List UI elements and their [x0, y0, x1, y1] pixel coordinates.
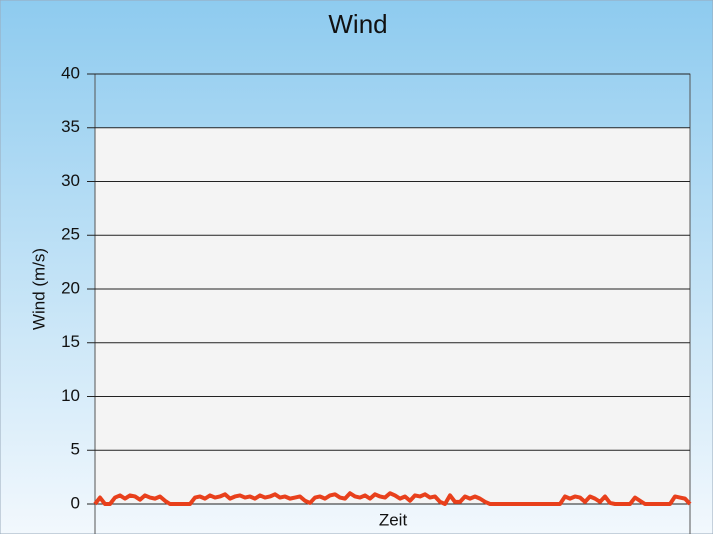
y-tick-label: 0: [71, 493, 80, 512]
plot-band: [95, 127, 690, 504]
x-axis-label: Zeit: [379, 510, 408, 529]
data-line: [93, 491, 692, 506]
y-tick-label: 25: [61, 225, 80, 244]
chart-title: Wind: [328, 9, 387, 39]
y-tick-label: 15: [61, 332, 80, 351]
y-tick-label: 30: [61, 171, 80, 190]
y-axis-label: Wind (m/s): [29, 248, 48, 330]
y-tick-label: 40: [61, 63, 80, 82]
y-tick-label: 10: [61, 386, 80, 405]
y-tick-label: 5: [71, 440, 80, 459]
y-tick-label: 20: [61, 278, 80, 297]
y-tick-label: 35: [61, 117, 80, 136]
